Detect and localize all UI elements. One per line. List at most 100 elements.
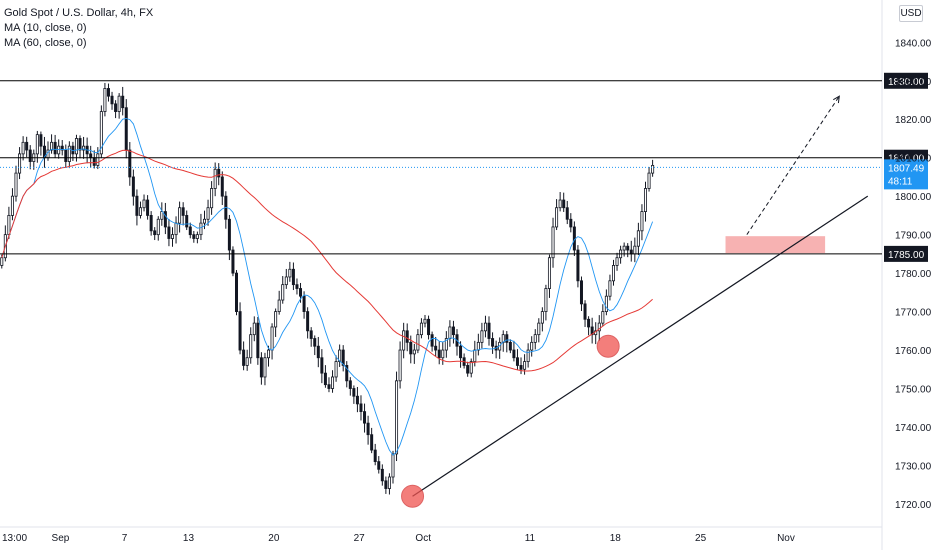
candle-up [611,265,615,282]
candle-up [202,218,206,224]
candles [0,82,655,495]
candle-down [579,280,583,305]
countdown-label: 48:11 [888,176,913,187]
candle-down [508,341,512,351]
x-tick-label: Nov [777,533,795,544]
candle-down [451,326,455,336]
candle-down [64,149,68,162]
candle-up [35,134,39,155]
candle-up [608,280,612,297]
projection-line [746,95,840,235]
candle-up [284,276,288,286]
candle-up [526,349,530,362]
candle-up [74,138,78,155]
candle-up [0,257,4,266]
candle-down [53,141,57,155]
x-tick-label: 13:00 [2,533,27,544]
candle-up [50,141,54,151]
candle-down [626,245,630,251]
candle-up [416,334,420,351]
candle-up [441,349,445,359]
candle-down [569,218,573,228]
candle-down [345,365,349,382]
candle-down [259,357,263,378]
candle-up [469,361,473,374]
candle-up [117,95,121,112]
candle-up [398,349,402,382]
candle-up [615,257,619,266]
candle-up [199,222,203,236]
y-tick-label: 1840.00 [895,38,932,49]
candle-down [185,215,189,228]
y-tick-label: 1800.00 [895,192,932,203]
candle-down [380,468,384,482]
candle-up [249,334,253,359]
candle-down [231,249,235,274]
last-price-label-bg [884,159,928,190]
candle-down [427,318,431,336]
candle-up [551,226,555,259]
candle-down [384,480,388,489]
candle-down [487,322,491,339]
trendline [412,195,869,497]
candle-down [78,138,82,151]
candle-down [434,345,438,351]
candle-up [387,476,391,489]
candle-up [206,207,210,220]
candle-down [242,349,246,366]
indicator-ma60[interactable]: MA (60, close, 0) [4,37,87,49]
demand-zone [725,236,826,254]
x-tick-label: 7 [122,533,128,544]
candle-down [220,176,224,197]
candle-up [67,145,71,162]
candle-up [281,284,285,301]
candle-up [170,234,174,239]
candle-down [39,134,43,147]
candle-down [149,215,153,232]
candle-down [430,334,434,347]
currency-button[interactable]: USD [899,5,923,22]
candle-up [540,311,544,324]
y-tick-label: 1810.00 [895,154,932,165]
indicator-ma10[interactable]: MA (10, close, 0) [4,22,87,34]
candle-up [274,311,278,328]
candle-down [348,380,352,389]
y-tick-label: 1820.00 [895,115,932,126]
candle-down [437,349,441,359]
candle-up [99,111,103,155]
candle-down [128,149,132,178]
candle-down [238,311,242,351]
candle-up [156,218,160,236]
y-tick-label: 1760.00 [895,346,932,357]
candle-down [313,338,317,347]
level-label-bg [884,245,928,262]
y-tick-label: 1740.00 [895,423,932,434]
moving-averages [1,118,654,456]
candle-down [373,449,377,463]
candle-up [544,288,548,312]
candle-down [309,330,313,339]
candle-down [256,322,260,359]
candle-down [370,434,374,451]
candle-up [288,268,292,278]
price-axis: 1720.00 1730.00 1740.00 1750.00 1760.00 1770.… [895,38,932,511]
candle-up [558,199,562,209]
ma60-line [1,149,653,372]
candle-down [110,95,114,105]
candle-down [519,365,523,370]
candle-up [604,295,608,312]
candle-down [320,357,324,374]
candle-up [195,234,199,239]
level-label-bg [884,72,928,89]
x-tick-label: 11 [525,533,536,544]
candle-down [515,357,519,366]
candle-down [163,211,167,228]
candle-down [131,176,135,197]
projection-arrowhead [833,95,840,104]
candle-down [306,311,310,332]
legend: Gold Spot / U.S. Dollar, 4h, FX MA (10, … [4,6,153,51]
y-tick-label: 1730.00 [895,461,932,472]
candle-up [96,153,100,166]
